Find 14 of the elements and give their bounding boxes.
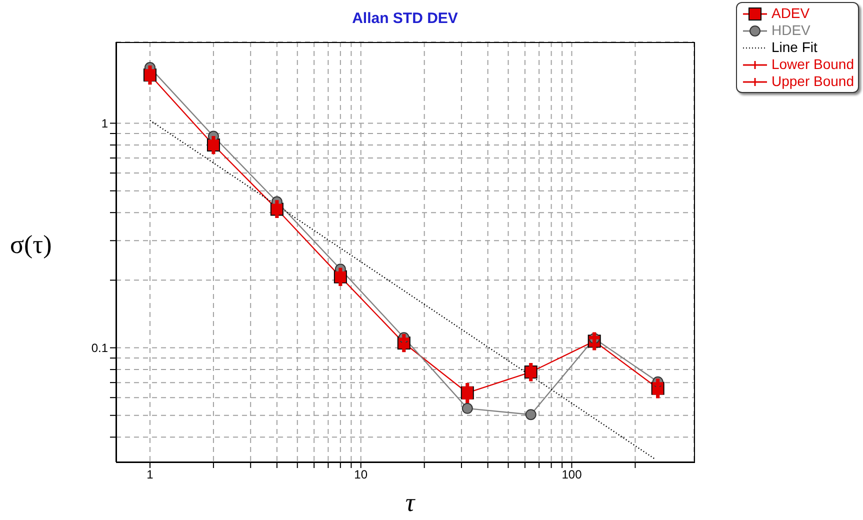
x-tick-label: 10 xyxy=(354,468,368,482)
legend-label: HDEV xyxy=(771,22,810,39)
legend-label: Line Fit xyxy=(771,39,818,56)
point xyxy=(462,402,473,414)
legend-label: Upper Bound xyxy=(771,73,854,90)
point xyxy=(525,409,536,420)
y-tick-label: 0.1 xyxy=(91,341,108,356)
y-axis-title: σ(τ) xyxy=(10,230,52,260)
x-tick-label: 1 xyxy=(146,468,154,482)
legend-label: ADEV xyxy=(771,5,810,22)
chart-title: Allan STD DEV xyxy=(351,10,459,27)
x-tick-label: 100 xyxy=(562,468,582,482)
x-axis-title: τ xyxy=(404,488,416,518)
legend-label: Lower Bound xyxy=(771,56,854,73)
